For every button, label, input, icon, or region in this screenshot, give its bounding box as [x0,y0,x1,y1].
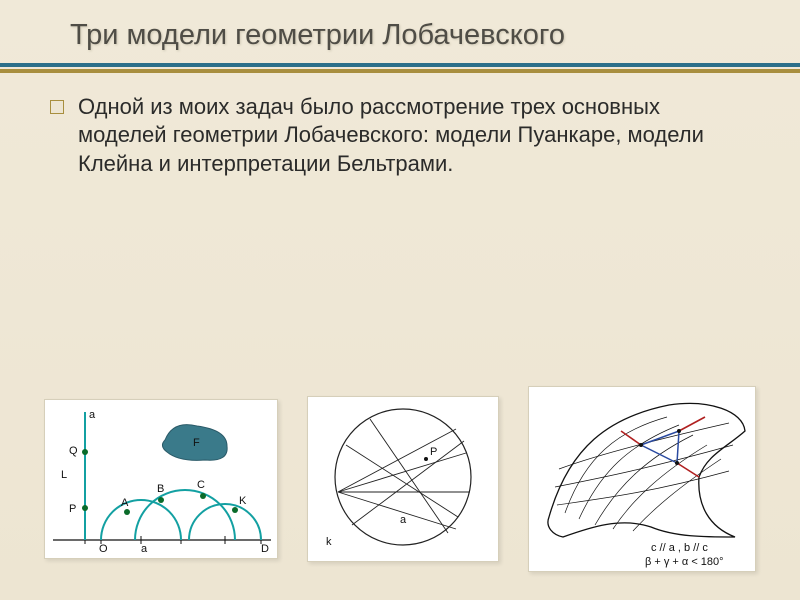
figure-beltrami: с // а , b // с β + γ + α < 180° [528,386,756,572]
bullet-icon [50,100,64,114]
divider [0,63,800,73]
bar-brown [0,69,800,73]
svg-text:B: B [157,483,164,495]
figure-klein: P a k [307,396,499,562]
svg-text:K: K [239,495,247,507]
poincare-svg: a L F Q P A B C K O a D [45,400,277,558]
slide: Три модели геометрии Лобачевского Одной … [0,0,800,600]
fig3-caption-line1: с // а , b // с [651,542,708,554]
svg-text:a: a [89,409,96,421]
bullet-row: Одной из моих задач было рассмотрение тр… [50,93,750,179]
svg-text:k: k [326,536,332,548]
title-block: Три модели геометрии Лобачевского [0,0,800,53]
figures-row: a L F Q P A B C K O a D [0,386,800,572]
svg-text:P: P [69,503,76,515]
body-area: Одной из моих задач было рассмотрение тр… [0,73,800,179]
body-text: Одной из моих задач было рассмотрение тр… [78,93,750,179]
svg-text:a: a [400,514,407,526]
svg-text:C: C [197,479,205,491]
fig3-caption-line2: β + γ + α < 180° [645,556,724,568]
svg-text:Q: Q [69,445,78,457]
bar-blue [0,63,800,67]
svg-text:O: O [99,543,108,555]
svg-text:P: P [430,446,437,458]
figure-poincare: a L F Q P A B C K O a D [44,399,278,559]
beltrami-svg: с // а , b // с β + γ + α < 180° [529,387,755,571]
svg-text:L: L [61,469,67,481]
svg-text:D: D [261,543,269,555]
svg-text:F: F [193,437,200,449]
slide-title: Три модели геометрии Лобачевского [70,18,800,53]
svg-text:a: a [141,543,148,555]
svg-text:A: A [121,497,129,509]
klein-svg: P a k [308,397,498,561]
